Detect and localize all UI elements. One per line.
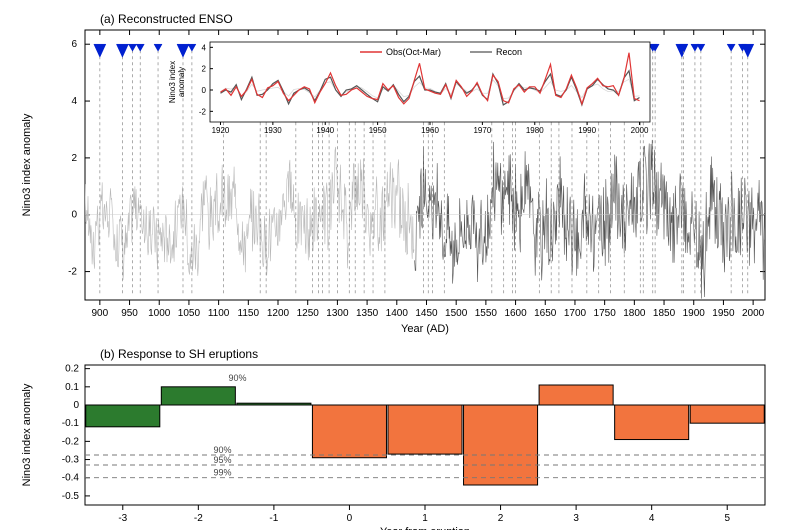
ytick-label: -0.1 <box>62 418 80 429</box>
inset-xtick: 1980 <box>526 126 544 135</box>
legend-recon-label: Recon <box>496 47 522 57</box>
xtick-label: 1350 <box>356 308 379 319</box>
xtick-label: 1700 <box>564 308 587 319</box>
xtick-label: 1750 <box>594 308 617 319</box>
xtick-label: 1500 <box>445 308 468 319</box>
ytick-label: -2 <box>68 267 77 278</box>
xtick-label: 1950 <box>712 308 735 319</box>
bar <box>86 405 160 427</box>
inset-xtick: 1960 <box>421 126 439 135</box>
inset-ylabel: Nino3 index <box>168 61 177 103</box>
ytick-label: 0 <box>71 210 77 221</box>
xtick-label: 1800 <box>623 308 646 319</box>
ytick-label: -0.3 <box>62 455 80 466</box>
bar <box>690 405 764 423</box>
inset-xtick: 1930 <box>264 126 282 135</box>
inset-xtick: 1970 <box>473 126 491 135</box>
panel-b-xlabel: Year from eruption <box>380 526 470 530</box>
xtick-label: -2 <box>194 513 203 524</box>
bar <box>464 405 538 485</box>
ytick-label: -0.2 <box>62 436 80 447</box>
xtick-label: 2 <box>498 513 504 524</box>
ytick-label: 6 <box>71 39 77 50</box>
xtick-label: 1150 <box>238 308 260 319</box>
xtick-label: 1250 <box>297 308 320 319</box>
inset-ytick: 0 <box>202 86 207 95</box>
inset-xtick: 1920 <box>212 126 230 135</box>
bar <box>312 405 386 458</box>
xtick-label: 2000 <box>742 308 765 319</box>
bar <box>388 405 462 454</box>
xtick-label: 1200 <box>267 308 290 319</box>
xtick-label: 1 <box>422 513 428 524</box>
inset-ytick: 4 <box>202 43 207 52</box>
sig-label-upper: 90% <box>229 373 247 383</box>
xtick-label: 900 <box>92 308 109 319</box>
xtick-label: 1400 <box>386 308 409 319</box>
inset-ytick: -2 <box>199 107 207 116</box>
panel-b-title: (b) Response to SH eruptions <box>100 347 258 361</box>
inset-ylabel2: anomaly <box>177 67 186 97</box>
sig-label: 99% <box>213 468 231 478</box>
xtick-label: 1550 <box>475 308 498 319</box>
panel-b-ylabel: Nino3 index anomaly <box>21 383 33 486</box>
xtick-label: 1900 <box>683 308 706 319</box>
bar <box>161 387 235 405</box>
ytick-label: -0.4 <box>62 473 80 484</box>
xtick-label: 4 <box>649 513 655 524</box>
xtick-label: 1450 <box>415 308 438 319</box>
xtick-label: 3 <box>573 513 579 524</box>
xtick-label: 0 <box>347 513 353 524</box>
xtick-label: 1300 <box>326 308 349 319</box>
inset-xtick: 2000 <box>631 126 649 135</box>
xtick-label: 1600 <box>504 308 527 319</box>
xtick-label: -3 <box>118 513 127 524</box>
inset-ytick: 2 <box>202 65 207 74</box>
ytick-label: 0 <box>73 400 79 411</box>
panel-a-title: (a) Reconstructed ENSO <box>100 12 233 26</box>
xtick-label: 5 <box>724 513 730 524</box>
xtick-label: 1850 <box>653 308 676 319</box>
panel-a-ylabel: Nino3 index anomaly <box>21 113 33 216</box>
sig-label: 90% <box>213 445 231 455</box>
inset-xtick: 1950 <box>369 126 387 135</box>
xtick-label: 1100 <box>208 308 230 319</box>
ytick-label: 4 <box>71 96 77 107</box>
xtick-label: 1050 <box>178 308 201 319</box>
xtick-label: -1 <box>269 513 278 524</box>
sig-label: 95% <box>213 455 231 465</box>
ytick-label: -0.5 <box>62 491 80 502</box>
bar <box>539 385 613 405</box>
bar <box>615 405 689 440</box>
ytick-label: 2 <box>71 153 77 164</box>
inset-xtick: 1940 <box>316 126 334 135</box>
legend-obs-label: Obs(Oct-Mar) <box>386 47 441 57</box>
xtick-label: 950 <box>121 308 138 319</box>
xtick-label: 1650 <box>534 308 557 319</box>
inset-xtick: 1990 <box>578 126 596 135</box>
panel-a-xlabel: Year (AD) <box>401 323 449 335</box>
ytick-label: 0.2 <box>65 364 79 375</box>
figure-svg: (a) Reconstructed ENSO Nino3 index anomal… <box>0 0 800 530</box>
xtick-label: 1000 <box>148 308 171 319</box>
ytick-label: 0.1 <box>65 382 79 393</box>
